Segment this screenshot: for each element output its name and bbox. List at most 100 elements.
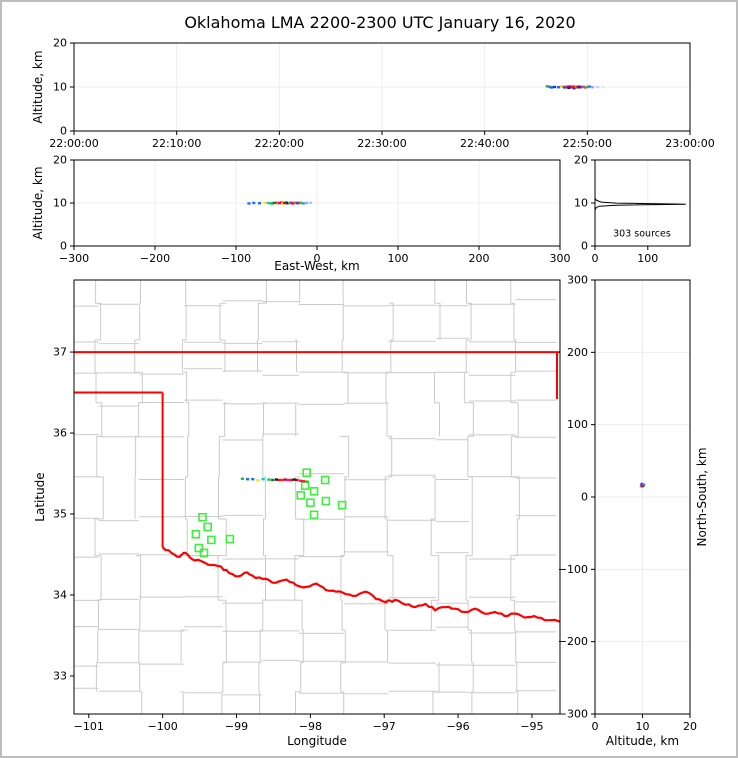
x-axis-label: Altitude, km [606, 734, 679, 748]
y-tick-label: 20 [53, 37, 67, 50]
y-tick-label: 0 [581, 491, 588, 504]
x-tick-label: 23:00:00 [665, 137, 714, 150]
vhf-source-point [277, 478, 281, 482]
vhf-source-point [302, 480, 306, 483]
vhf-source-point [252, 201, 256, 205]
x-axis-label: Longitude [287, 734, 347, 748]
y-axis-label: Altitude, km [31, 166, 45, 239]
vhf-source-point [270, 202, 274, 205]
vhf-source-point [601, 85, 605, 89]
panel-ns-height: 0 10 20 −300 −200 −100 0 100 200 300 Altitude, km N… [558, 274, 709, 749]
x-tick-label: 0 [314, 252, 321, 265]
lma-station-markers [191, 468, 347, 558]
x-tick-label: −100 [221, 252, 251, 265]
vhf-source-point [245, 477, 250, 481]
axes-map: −101 −100 −99 −98 −97 −96 −95 33 34 35 36 37 Longitu… [33, 346, 544, 748]
vhf-source-point [579, 85, 583, 89]
county-boundaries [74, 280, 557, 714]
x-tick-label: −98 [299, 720, 322, 733]
vhf-source-point [276, 202, 280, 205]
vhf-source-point [267, 478, 271, 481]
vhf-source-point [292, 478, 296, 481]
lma-station-marker [321, 496, 331, 506]
x-tick-label: −97 [373, 720, 396, 733]
x-tick-label: 22:30:00 [357, 137, 406, 150]
vhf-source-point [266, 201, 270, 205]
vhf-source-point [295, 202, 300, 205]
y-axis-label: Altitude, km [31, 50, 45, 123]
y-tick-label: −200 [558, 635, 588, 648]
axes-ew-height: −300 −200 −100 0 100 200 300 0 10 20 East-West, km… [31, 154, 571, 274]
lma-station-marker [194, 543, 204, 553]
lma-station-marker [296, 491, 306, 500]
vhf-source-point [240, 477, 245, 480]
y-tick-label: 20 [53, 154, 67, 167]
vhf-source-point [271, 478, 275, 482]
vhf-source-point [587, 85, 591, 88]
x-tick-label: 10 [636, 720, 650, 733]
vhf-source-point [286, 478, 290, 482]
axes-time-height: 22:00:00 22:10:00 22:20:00 22:30:00 22:40:00… [31, 37, 715, 151]
vhf-source-point [545, 85, 549, 88]
vhf-source-point [279, 201, 283, 204]
vhf-source-point [292, 201, 296, 205]
vhf-source-point [571, 85, 575, 88]
y-tick-label: 35 [53, 508, 67, 521]
lma-station-marker [203, 522, 212, 532]
y-tick-label: −100 [558, 563, 588, 576]
vhf-source-point [304, 201, 309, 205]
altitude-histogram-line [594, 160, 686, 246]
y-tick-label: 34 [53, 588, 67, 601]
y-axis-label-right: North-South, km [695, 447, 709, 546]
vhf-source-point [251, 477, 255, 481]
state-border-red-river [161, 546, 560, 623]
vhf-source-point [274, 201, 279, 204]
x-tick-label: 300 [550, 252, 571, 265]
lma-station-marker [198, 512, 207, 522]
x-tick-label: −300 [59, 252, 89, 265]
vhf-source-point [583, 86, 587, 89]
lma-station-marker [337, 500, 347, 510]
plot-area-map[interactable] [73, 279, 561, 715]
vhf-source-point [283, 478, 287, 481]
gridlines-ns-height [595, 280, 690, 714]
panel-time-height: 22:00:00 22:10:00 22:20:00 22:30:00 22:40:00… [31, 37, 715, 151]
vhf-source-points-map [240, 477, 309, 483]
y-tick-label: −300 [558, 708, 588, 721]
lma-station-marker [225, 534, 235, 544]
vhf-source-point [596, 85, 600, 89]
vhf-source-point [640, 482, 644, 486]
y-tick-label: 10 [574, 197, 588, 210]
vhf-source-points-ew-height [247, 201, 313, 205]
y-axis-label: Latitude [33, 472, 47, 521]
vhf-source-point [556, 86, 561, 89]
lma-station-marker [199, 548, 209, 558]
panel-alt-hist: 303 sources 0 100 0 10 20 [574, 154, 691, 265]
x-tick-label: 20 [683, 720, 697, 733]
vhf-source-point [274, 478, 278, 481]
y-tick-label: 200 [567, 346, 588, 359]
vhf-source-point [247, 202, 251, 205]
lma-station-marker [300, 481, 310, 490]
lma-station-marker [320, 475, 330, 485]
vhf-source-point [283, 201, 287, 205]
vhf-source-point [552, 85, 557, 89]
vhf-source-point [590, 86, 595, 89]
vhf-source-point [278, 201, 282, 205]
vhf-source-point [295, 478, 299, 482]
x-tick-label: 22:40:00 [460, 137, 509, 150]
x-tick-label: 200 [469, 252, 490, 265]
x-tick-label: 0 [592, 720, 599, 733]
vhf-source-point [299, 479, 303, 483]
vhf-source-point [294, 201, 298, 204]
vhf-source-point [287, 201, 292, 205]
source-count-label: 303 sources [613, 229, 671, 240]
y-tick-label: 37 [53, 346, 67, 359]
x-tick-label: −101 [74, 720, 104, 733]
vhf-source-point [261, 477, 265, 481]
x-tick-label: 100 [637, 252, 658, 265]
vhf-source-points-time-height [545, 85, 605, 90]
vhf-source-point [305, 480, 309, 483]
lma-station-marker [309, 510, 319, 520]
